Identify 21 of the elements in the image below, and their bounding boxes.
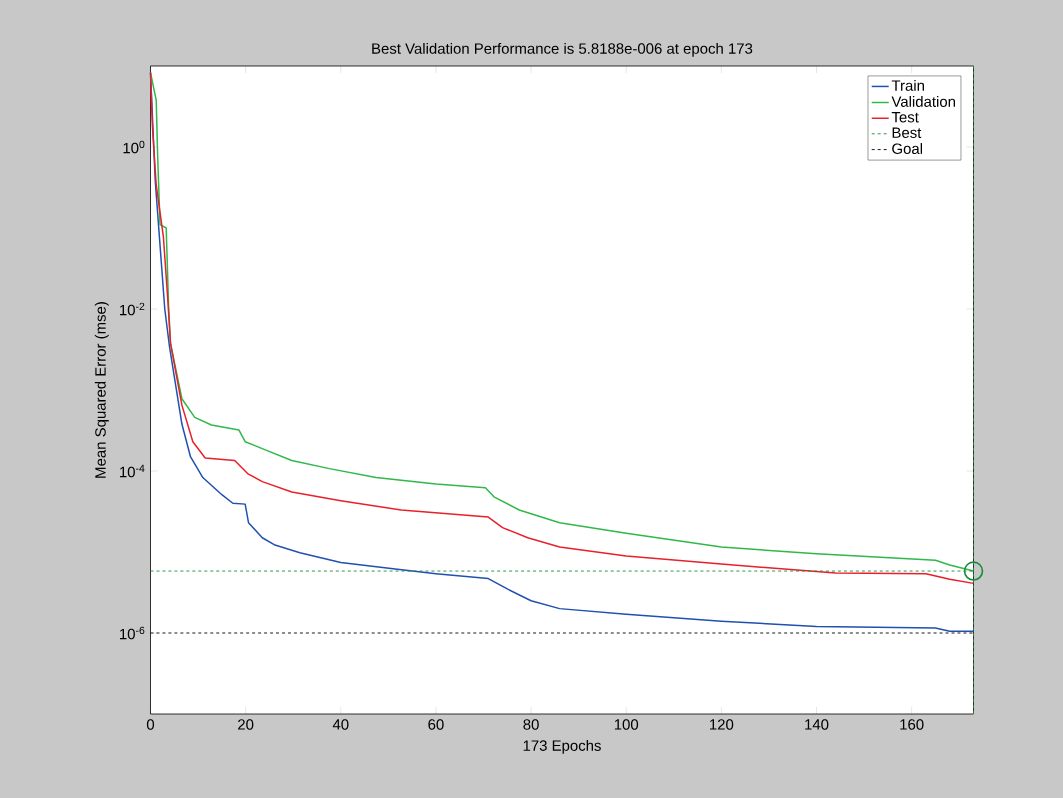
chart-title: Best Validation Performance is 5.8188e-006 at epoch 173: [372, 42, 753, 57]
x-tick-label: 160: [900, 719, 924, 730]
legend-label: Goal: [892, 143, 923, 155]
x-tick-label: 140: [805, 719, 829, 730]
x-tick-label: 40: [332, 719, 349, 730]
x-tick-label: 80: [523, 719, 539, 730]
y-tick-label: 10$^{-2}$: [120, 302, 145, 316]
x-tick-label: 0: [146, 719, 155, 730]
legend-label: Test: [891, 112, 919, 123]
legend-label: Train: [891, 79, 924, 91]
y-tick-label: 10$^{-6}$: [120, 626, 145, 640]
y-tick-label: 10$^{0}$: [123, 140, 145, 154]
y-axis-title: Mean Squared Error (mse): [94, 302, 109, 478]
legend-label: Best: [892, 127, 922, 138]
x-tick-label: 60: [428, 719, 444, 730]
x-tick-label: 100: [614, 719, 639, 730]
x-tick-label: 20: [238, 719, 254, 730]
legend-label: Validation: [891, 95, 956, 107]
x-axis-title: 173 Epochs: [523, 739, 601, 754]
x-tick-label: 120: [710, 719, 734, 730]
y-tick-label: 10$^{-4}$: [120, 464, 145, 478]
